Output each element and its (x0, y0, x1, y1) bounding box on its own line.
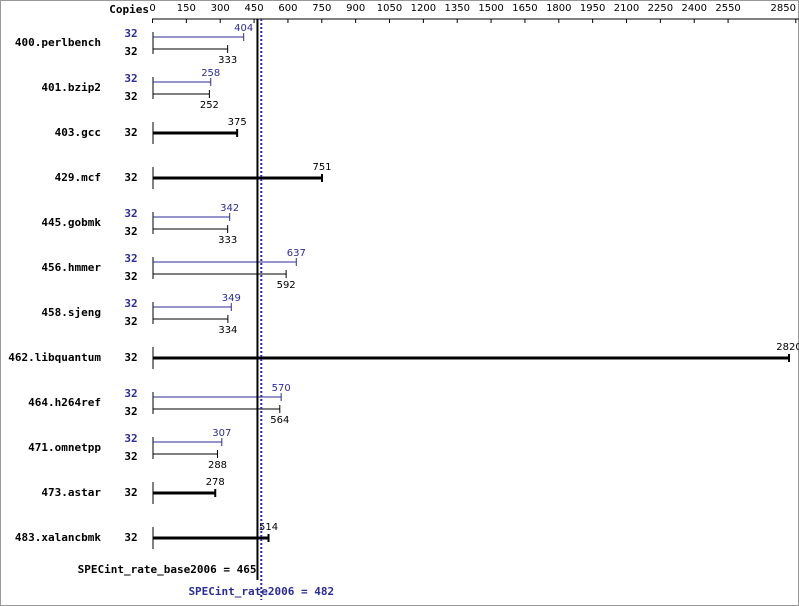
copies-label: 32 (124, 45, 137, 58)
x-tick-label: 600 (278, 3, 297, 14)
x-tick-label: 2400 (681, 3, 706, 14)
value-label: 252 (200, 100, 219, 111)
copies-label: 32 (124, 432, 137, 445)
x-tick-label: 1350 (444, 3, 469, 14)
benchmark-label: 445.gobmk (41, 216, 101, 229)
benchmark-label: 401.bzip2 (41, 81, 101, 94)
benchmark-label: 473.astar (41, 486, 101, 499)
copies-header: Copies (109, 3, 149, 16)
value-label: 307 (212, 428, 231, 439)
benchmark-label: 483.xalancbmk (15, 531, 101, 544)
copies-label: 32 (124, 351, 137, 364)
benchmark-label: 471.omnetpp (28, 441, 101, 454)
copies-label: 32 (124, 126, 137, 139)
copies-label: 32 (124, 450, 137, 463)
copies-label: 32 (124, 27, 137, 40)
x-tick-label: 450 (245, 3, 264, 14)
copies-label: 32 (124, 171, 137, 184)
benchmark-label: 462.libquantum (8, 351, 101, 364)
x-tick-label: 1950 (580, 3, 605, 14)
copies-label: 32 (124, 387, 137, 400)
copies-label: 32 (124, 207, 137, 220)
copies-label: 32 (124, 486, 137, 499)
value-label: 570 (272, 383, 291, 394)
x-tick-label: 900 (346, 3, 365, 14)
x-tick-label: 750 (312, 3, 331, 14)
x-tick-label: 1800 (546, 3, 571, 14)
x-tick-label: 2100 (614, 3, 639, 14)
x-tick-label: 1050 (377, 3, 402, 14)
x-tick-label: 2850 (771, 3, 796, 14)
benchmark-label: 429.mcf (55, 171, 101, 184)
value-label: 349 (222, 293, 241, 304)
benchmark-label: 464.h264ref (28, 396, 101, 409)
x-tick-label: 300 (211, 3, 230, 14)
copies-label: 32 (124, 297, 137, 310)
benchmark-label: 403.gcc (55, 126, 101, 139)
x-tick-label: 2550 (715, 3, 740, 14)
x-tick-label: 1500 (478, 3, 503, 14)
copies-label: 32 (124, 252, 137, 265)
value-label: 375 (228, 117, 247, 128)
x-tick-label: 0 (149, 3, 155, 14)
value-label: 258 (201, 68, 220, 79)
copies-label: 32 (124, 270, 137, 283)
copies-label: 32 (124, 315, 137, 328)
benchmark-label: 456.hmmer (41, 261, 101, 274)
value-label: 278 (206, 477, 225, 488)
value-label: 637 (287, 248, 306, 259)
value-label: 342 (220, 203, 239, 214)
copies-label: 32 (124, 405, 137, 418)
benchmark-label: 458.sjeng (41, 306, 101, 319)
x-tick-label: 2250 (648, 3, 673, 14)
reference-label: SPECint_rate2006 = 482 (188, 585, 334, 598)
copies-label: 32 (124, 90, 137, 103)
value-label: 564 (270, 415, 289, 426)
x-tick-label: 150 (177, 3, 196, 14)
reference-label: SPECint_rate_base2006 = 465 (78, 563, 257, 576)
value-label: 288 (208, 460, 227, 471)
copies-label: 32 (124, 225, 137, 238)
value-label: 751 (312, 162, 331, 173)
value-label: 334 (218, 325, 237, 336)
value-label: 333 (218, 55, 237, 66)
x-tick-label: 1200 (411, 3, 436, 14)
value-label: 404 (234, 23, 253, 34)
value-label: 592 (277, 280, 296, 291)
value-label: 2820 (776, 342, 799, 353)
x-tick-label: 1650 (512, 3, 537, 14)
copies-label: 32 (124, 72, 137, 85)
value-label: 514 (259, 522, 278, 533)
copies-label: 32 (124, 531, 137, 544)
value-label: 333 (218, 235, 237, 246)
benchmark-label: 400.perlbench (15, 36, 101, 49)
